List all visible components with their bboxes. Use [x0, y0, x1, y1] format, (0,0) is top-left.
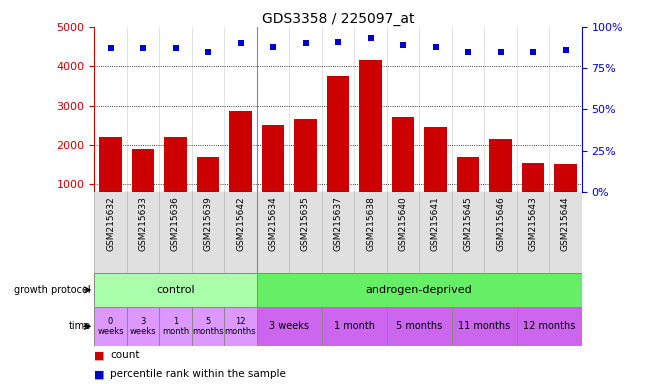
Bar — [229, 111, 252, 192]
Point — [430, 44, 441, 50]
Text: 3 weeks: 3 weeks — [269, 321, 309, 331]
Point — [105, 45, 116, 51]
Text: count: count — [111, 350, 140, 360]
Bar — [452, 307, 517, 346]
Text: ■: ■ — [94, 350, 105, 360]
Bar — [94, 307, 127, 346]
Bar — [456, 157, 480, 192]
Point — [235, 40, 246, 46]
Point — [495, 49, 506, 55]
Text: 12
months: 12 months — [225, 317, 256, 336]
Bar — [359, 60, 382, 192]
Bar — [554, 164, 577, 192]
Bar — [159, 307, 192, 346]
Bar — [164, 137, 187, 192]
Bar — [257, 307, 322, 346]
Text: control: control — [156, 285, 195, 295]
Text: GSM215637: GSM215637 — [333, 196, 343, 251]
Point — [203, 49, 213, 55]
Bar — [489, 139, 512, 192]
Point — [333, 39, 343, 45]
Bar — [517, 307, 582, 346]
Text: GSM215640: GSM215640 — [398, 196, 408, 251]
Point — [268, 44, 278, 50]
Text: GSM215645: GSM215645 — [463, 196, 473, 251]
Text: 5
months: 5 months — [192, 317, 224, 336]
Text: GSM215634: GSM215634 — [268, 196, 278, 251]
Bar — [131, 149, 155, 192]
Text: GSM215633: GSM215633 — [138, 196, 148, 251]
Text: GSM215635: GSM215635 — [301, 196, 310, 251]
Bar — [257, 273, 582, 307]
Text: 0
weeks: 0 weeks — [98, 317, 124, 336]
Text: GSM215642: GSM215642 — [236, 196, 245, 251]
Bar — [391, 117, 415, 192]
Bar — [294, 119, 317, 192]
Bar — [326, 76, 350, 192]
Point — [463, 49, 473, 55]
Point — [170, 45, 181, 51]
Text: GSM215643: GSM215643 — [528, 196, 538, 251]
Point — [560, 47, 571, 53]
Bar — [94, 273, 257, 307]
Text: 1
month: 1 month — [162, 317, 189, 336]
Text: percentile rank within the sample: percentile rank within the sample — [111, 369, 287, 379]
Bar — [224, 307, 257, 346]
Bar — [387, 307, 452, 346]
Bar — [196, 157, 220, 192]
Point — [138, 45, 148, 51]
Text: time: time — [69, 321, 91, 331]
Text: 1 month: 1 month — [333, 321, 375, 331]
Bar — [322, 307, 387, 346]
Point — [365, 35, 376, 41]
Text: growth protocol: growth protocol — [14, 285, 91, 295]
Text: androgen-deprived: androgen-deprived — [366, 285, 473, 295]
Text: 12 months: 12 months — [523, 321, 575, 331]
Title: GDS3358 / 225097_at: GDS3358 / 225097_at — [262, 12, 414, 26]
Text: GSM215641: GSM215641 — [431, 196, 440, 251]
Text: GSM215644: GSM215644 — [561, 196, 570, 251]
Text: GSM215636: GSM215636 — [171, 196, 180, 251]
Text: GSM215646: GSM215646 — [496, 196, 505, 251]
Bar — [127, 307, 159, 346]
Text: 5 months: 5 months — [396, 321, 443, 331]
Text: GSM215638: GSM215638 — [366, 196, 375, 251]
Bar — [261, 125, 285, 192]
Text: 11 months: 11 months — [458, 321, 510, 331]
Text: 3
weeks: 3 weeks — [130, 317, 156, 336]
Text: GSM215632: GSM215632 — [106, 196, 115, 251]
Text: GSM215639: GSM215639 — [203, 196, 213, 251]
Bar — [192, 307, 224, 346]
Point — [398, 42, 408, 48]
Bar — [99, 137, 122, 192]
Point — [300, 40, 311, 46]
Bar — [424, 127, 447, 192]
Bar — [521, 162, 545, 192]
Point — [528, 49, 538, 55]
Text: ■: ■ — [94, 369, 105, 379]
